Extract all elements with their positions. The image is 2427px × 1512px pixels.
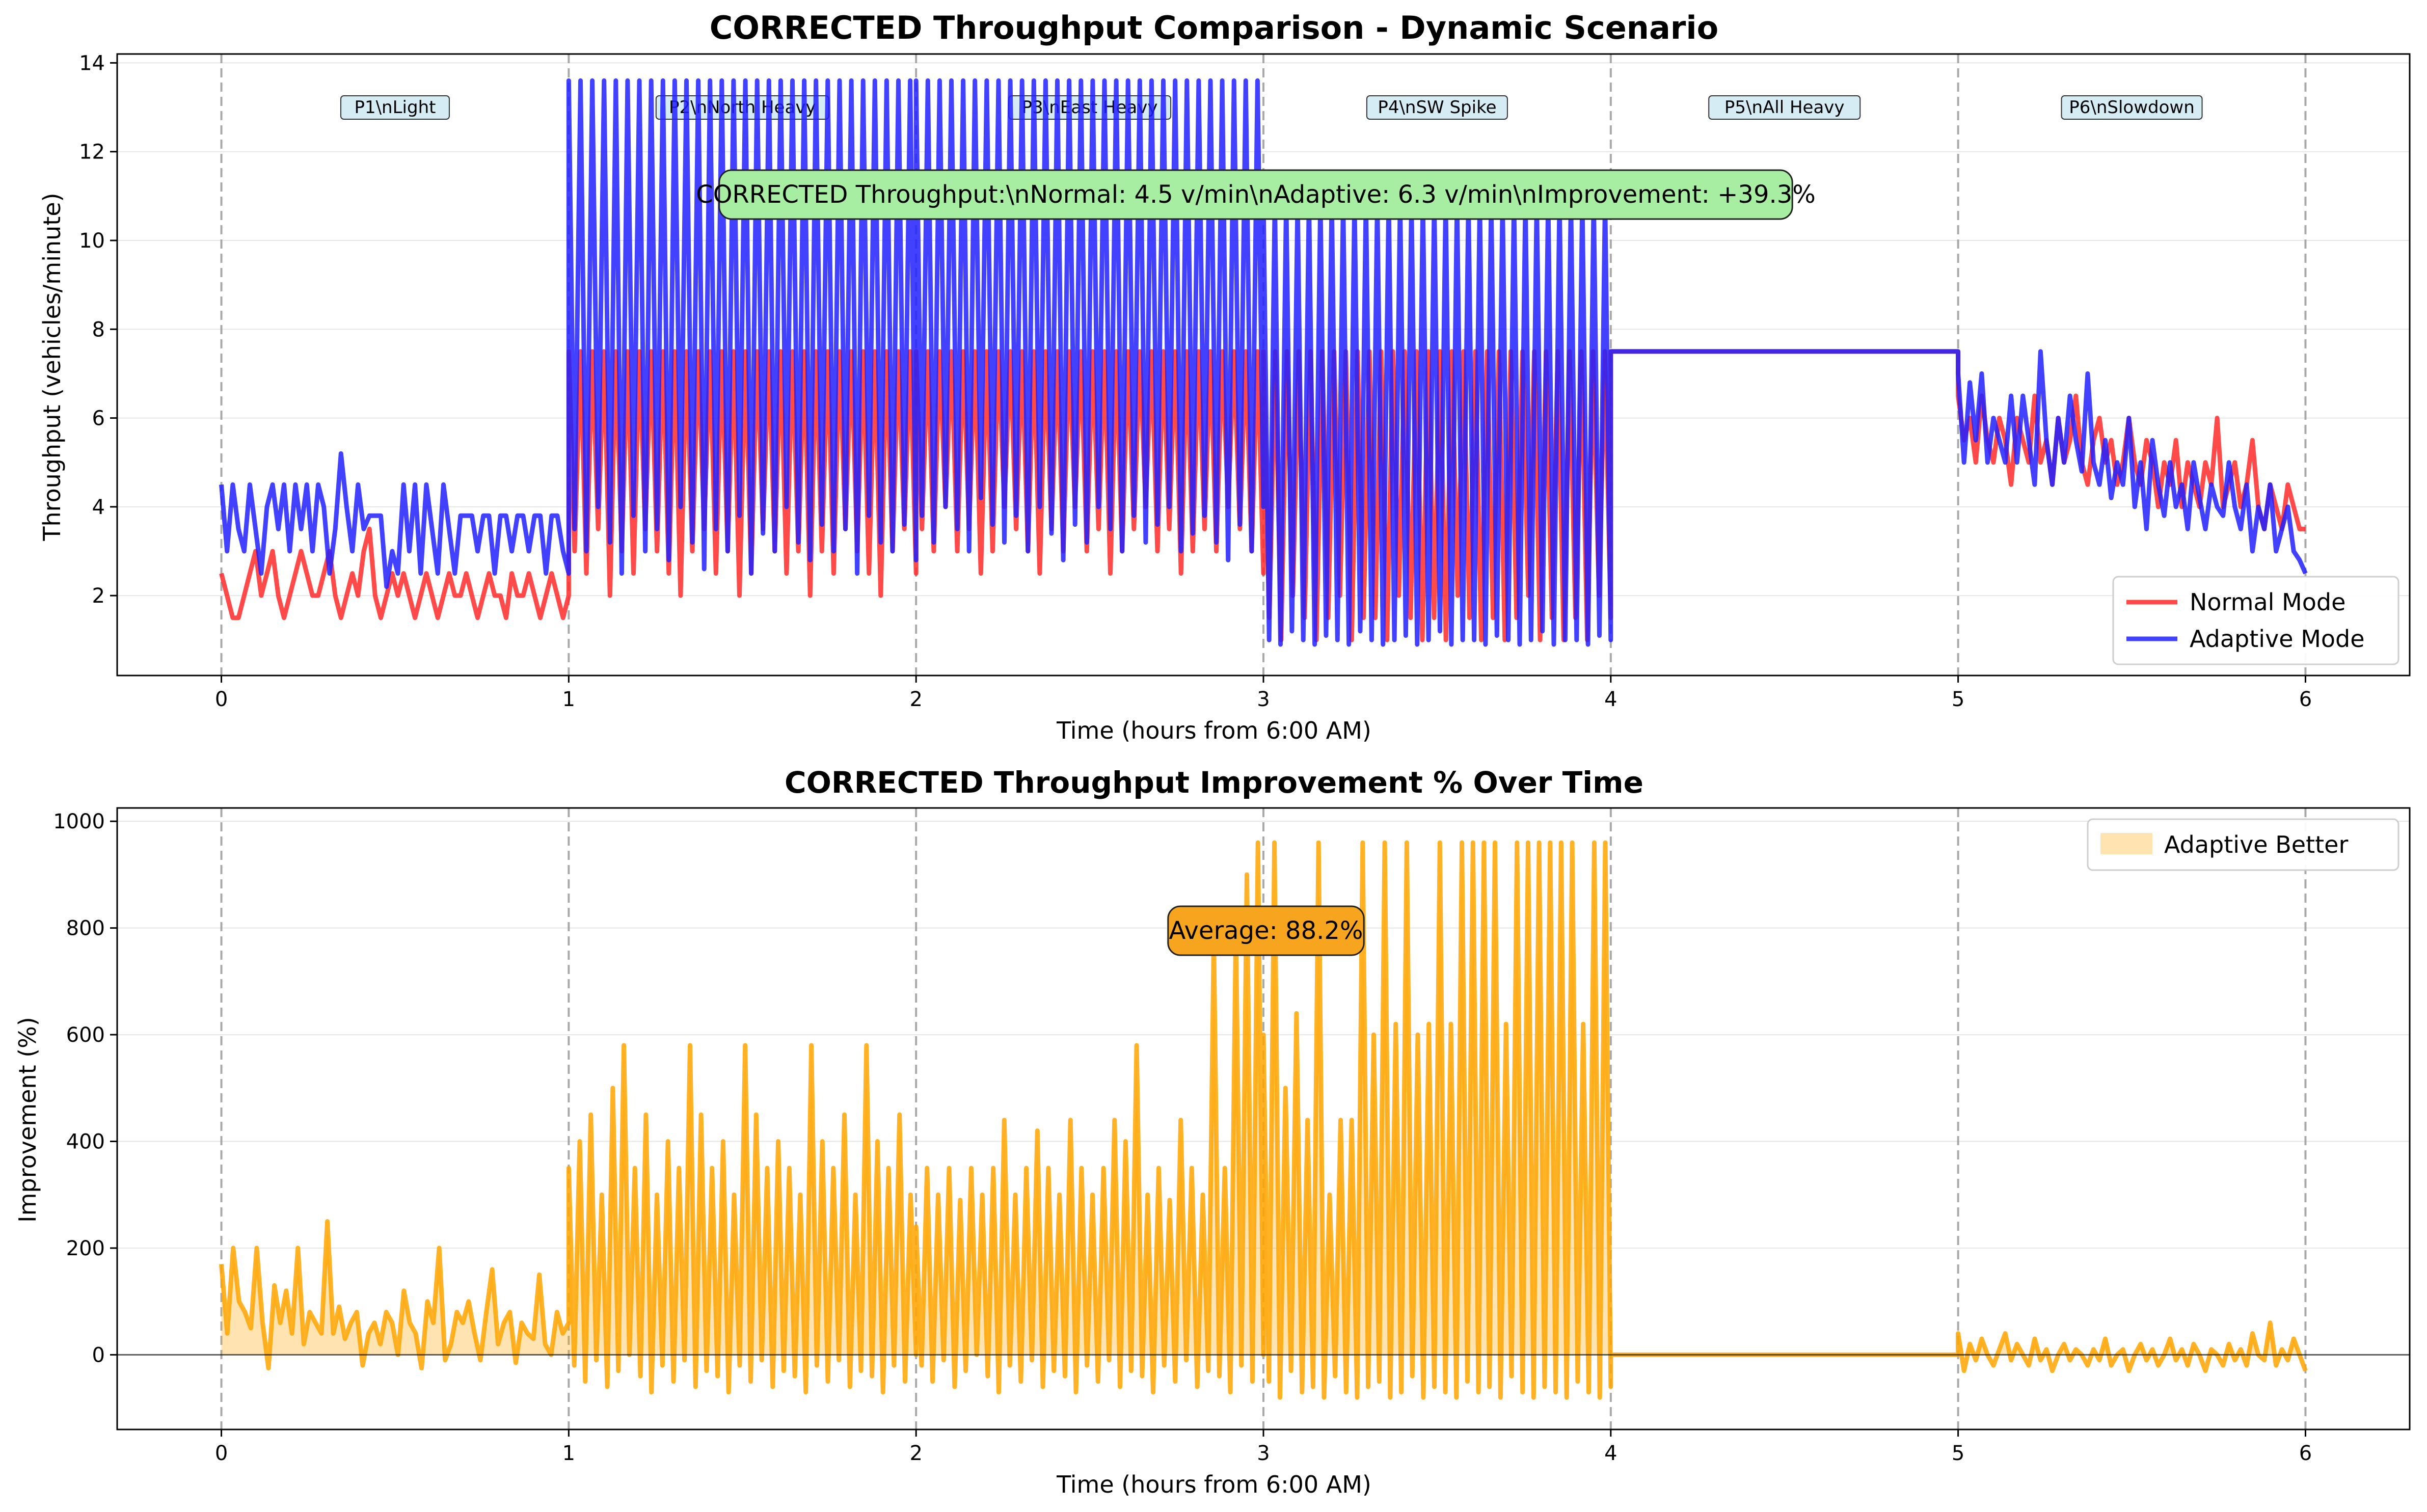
y-tick-label: 0 — [92, 1343, 105, 1367]
phase-label: P6\nSlowdown — [2061, 95, 2203, 120]
phase-label-box — [1366, 95, 1508, 120]
phase-label: P4\nSW Spike — [1366, 95, 1508, 120]
y-tick-label: 400 — [66, 1130, 105, 1154]
x-tick-label: 6 — [2299, 688, 2312, 711]
legend-box — [2087, 818, 2399, 871]
x-tick-label: 2 — [909, 1442, 922, 1465]
bottom-y-axis-label: Improvement (%) — [14, 1017, 41, 1223]
x-tick-label: 5 — [1952, 1442, 1964, 1465]
phase-label-text: P1\nLight — [354, 97, 436, 118]
phase-label-box — [1708, 95, 1861, 120]
y-tick-label: 200 — [66, 1237, 105, 1260]
y-tick-label: 1000 — [53, 810, 105, 833]
legend-box — [2112, 576, 2399, 665]
throughput-comparison-chart: CORRECTED Throughput Comparison - Dynami… — [38, 9, 2411, 744]
top-legend: Normal Mode Adaptive Mode — [2112, 576, 2399, 665]
top-chart-title: CORRECTED Throughput Comparison - Dynami… — [710, 9, 1718, 46]
phase-label-text: P4\nSW Spike — [1378, 97, 1496, 118]
y-tick-label: 14 — [79, 51, 105, 75]
phase-label-box — [340, 95, 450, 120]
y-tick-label: 6 — [92, 407, 105, 430]
x-tick-label: 0 — [215, 688, 228, 711]
phase-label-box — [2061, 95, 2203, 120]
y-tick-label: 2 — [92, 584, 105, 608]
legend-item: Adaptive Better — [2100, 831, 2348, 858]
x-tick-label: 2 — [909, 688, 922, 711]
x-tick-label: 3 — [1257, 1442, 1270, 1465]
improvement-chart: CORRECTED Throughput Improvement % Over … — [14, 765, 2411, 1498]
x-tick-label: 5 — [1952, 688, 1964, 711]
bottom-chart-title: CORRECTED Throughput Improvement % Over … — [785, 765, 1643, 800]
annotation-box: Average: 88.2% — [1167, 905, 1365, 956]
bottom-x-axis-label: Time (hours from 6:00 AM) — [1056, 1471, 1371, 1498]
x-tick-label: 4 — [1604, 688, 1617, 711]
legend-item: Adaptive Mode — [2126, 625, 2365, 653]
y-tick-label: 800 — [66, 917, 105, 940]
x-tick-label: 1 — [562, 688, 575, 711]
phase-label-text: P5\nAll Heavy — [1724, 97, 1845, 118]
series-line-adaptive-better — [219, 840, 2308, 1400]
legend-label: Normal Mode — [2190, 588, 2345, 616]
legend-label: Adaptive Better — [2164, 831, 2348, 858]
x-tick-label: 4 — [1604, 1442, 1617, 1465]
top-x-axis-label: Time (hours from 6:00 AM) — [1056, 717, 1371, 744]
y-tick-label: 600 — [66, 1023, 105, 1047]
y-tick-label: 8 — [92, 318, 105, 341]
x-tick-label: 1 — [562, 1442, 575, 1465]
series-line-adaptive-mode — [219, 78, 2308, 647]
annotation-box: CORRECTED Throughput:\nNormal: 4.5 v/min… — [696, 169, 1816, 220]
annotation-text: CORRECTED Throughput:\nNormal: 4.5 v/min… — [696, 180, 1816, 209]
phase-label: P5\nAll Heavy — [1708, 95, 1861, 120]
annotation-background — [718, 169, 1793, 220]
x-tick-label: 3 — [1257, 688, 1270, 711]
annotation-background — [1167, 905, 1365, 956]
x-tick-label: 6 — [2299, 1442, 2312, 1465]
bottom-legend: Adaptive Better — [2087, 818, 2399, 871]
legend-swatch — [2100, 833, 2152, 854]
y-tick-label: 10 — [79, 229, 105, 253]
x-tick-label: 0 — [215, 1442, 228, 1465]
top-y-axis-label: Throughput (vehicles/minute) — [38, 193, 66, 541]
annotation-text: Average: 88.2% — [1169, 916, 1363, 945]
y-tick-label: 12 — [79, 141, 105, 164]
legend-label: Adaptive Mode — [2190, 625, 2365, 653]
y-tick-label: 4 — [92, 496, 105, 519]
phase-label-text: P6\nSlowdown — [2069, 97, 2195, 118]
legend-item: Normal Mode — [2126, 588, 2345, 616]
phase-label: P1\nLight — [340, 95, 450, 120]
